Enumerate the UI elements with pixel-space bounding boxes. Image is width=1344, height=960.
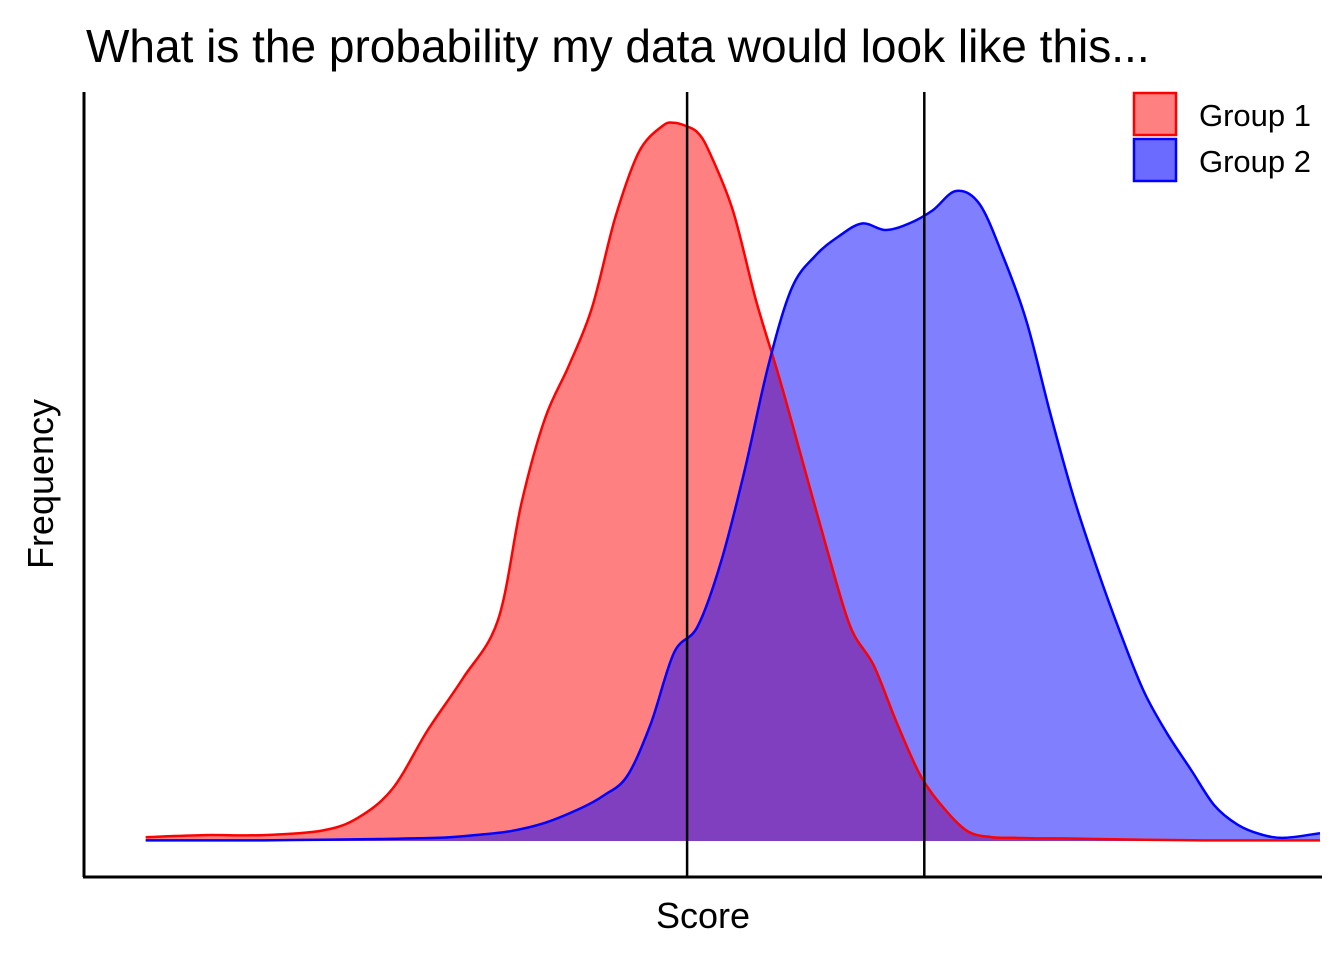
density-line-group-1 bbox=[145, 121, 1320, 842]
density-area-group-1 bbox=[145, 122, 1321, 842]
density-line-group-2 bbox=[145, 189, 1321, 842]
x-axis-label: Score bbox=[656, 895, 750, 936]
legend-label-group-1: Group 1 bbox=[1199, 98, 1311, 133]
chart-title: What is the probability my data would lo… bbox=[86, 20, 1150, 72]
legend-label-group-2: Group 2 bbox=[1199, 144, 1311, 179]
plot-area bbox=[145, 92, 1321, 877]
y-axis-label: Frequency bbox=[20, 399, 61, 569]
legend: Group 1 Group 2 bbox=[1132, 91, 1311, 183]
legend-swatch-group-1 bbox=[1132, 91, 1178, 137]
density-area-group-2 bbox=[145, 190, 1321, 841]
legend-swatch-group-2 bbox=[1132, 137, 1178, 183]
